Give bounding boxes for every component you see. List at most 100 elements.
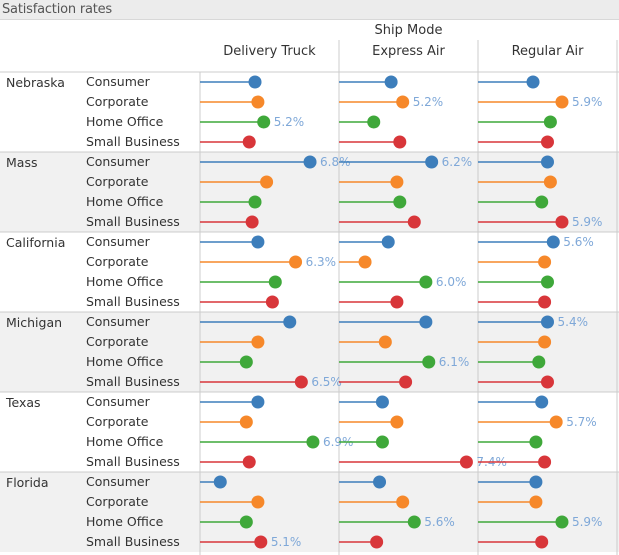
data-label-nebraska-delivery-truck-home-office: 5.2% bbox=[274, 115, 305, 129]
dot-mass-express-air-home-office bbox=[393, 195, 407, 209]
dot-michigan-delivery-truck-consumer bbox=[283, 315, 297, 329]
data-label-michigan-regular-air-consumer: 5.4% bbox=[558, 315, 589, 329]
dot-michigan-express-air-home-office bbox=[422, 355, 436, 369]
dot-texas-express-air-small-business bbox=[459, 455, 473, 469]
dot-nebraska-regular-air-small-business bbox=[541, 135, 554, 149]
dot-florida-delivery-truck-small-business bbox=[254, 535, 268, 549]
dot-michigan-regular-air-small-business bbox=[541, 375, 554, 389]
dot-florida-express-air-home-office bbox=[407, 515, 421, 529]
segment-label-small-business: Small Business bbox=[86, 374, 180, 389]
dot-michigan-express-air-small-business bbox=[399, 375, 413, 389]
dot-california-delivery-truck-small-business bbox=[265, 295, 279, 309]
segment-label-small-business: Small Business bbox=[86, 454, 180, 469]
dot-florida-express-air-consumer bbox=[373, 475, 387, 489]
dot-california-express-air-home-office bbox=[419, 275, 433, 289]
segment-label-corporate: Corporate bbox=[86, 254, 149, 269]
dot-mass-delivery-truck-small-business bbox=[245, 215, 259, 229]
dot-texas-regular-air-small-business bbox=[538, 455, 552, 469]
dot-michigan-regular-air-consumer bbox=[541, 315, 554, 329]
dot-florida-regular-air-corporate bbox=[529, 495, 543, 509]
dot-mass-delivery-truck-home-office bbox=[248, 195, 262, 209]
data-label-mass-express-air-consumer: 6.2% bbox=[442, 155, 473, 169]
dot-nebraska-delivery-truck-consumer bbox=[248, 75, 262, 89]
data-label-california-regular-air-consumer: 5.6% bbox=[563, 235, 594, 249]
dot-mass-express-air-corporate bbox=[390, 175, 404, 189]
segment-label-home-office: Home Office bbox=[86, 194, 164, 209]
chart-title: Satisfaction rates bbox=[2, 2, 113, 17]
dot-florida-delivery-truck-corporate bbox=[251, 495, 265, 509]
segment-label-home-office: Home Office bbox=[86, 274, 164, 289]
segment-label-corporate: Corporate bbox=[86, 414, 149, 429]
dot-nebraska-delivery-truck-small-business bbox=[242, 135, 256, 149]
state-label-nebraska: Nebraska bbox=[6, 75, 65, 90]
dot-michigan-express-air-corporate bbox=[378, 335, 392, 349]
dot-texas-express-air-home-office bbox=[375, 435, 389, 449]
dot-nebraska-express-air-corporate bbox=[396, 95, 410, 109]
segment-label-corporate: Corporate bbox=[86, 94, 149, 109]
dot-california-regular-air-home-office bbox=[541, 275, 554, 289]
dot-mass-express-air-small-business bbox=[407, 215, 421, 229]
dot-california-delivery-truck-consumer bbox=[251, 235, 265, 249]
dot-florida-delivery-truck-consumer bbox=[213, 475, 227, 489]
dot-california-delivery-truck-corporate bbox=[289, 255, 303, 269]
segment-label-small-business: Small Business bbox=[86, 294, 180, 309]
dot-mass-regular-air-corporate bbox=[543, 175, 557, 189]
column-header-delivery-truck: Delivery Truck bbox=[223, 44, 316, 59]
dot-nebraska-express-air-home-office bbox=[367, 115, 381, 129]
segment-label-home-office: Home Office bbox=[86, 434, 164, 449]
dot-michigan-regular-air-home-office bbox=[532, 355, 546, 369]
segment-label-consumer: Consumer bbox=[86, 234, 151, 249]
dot-michigan-delivery-truck-small-business bbox=[294, 375, 308, 389]
segment-label-home-office: Home Office bbox=[86, 354, 164, 369]
dot-mass-regular-air-consumer bbox=[541, 155, 554, 169]
dot-mass-delivery-truck-consumer bbox=[303, 155, 317, 169]
row-band bbox=[0, 472, 619, 552]
dot-texas-delivery-truck-corporate bbox=[239, 415, 253, 429]
segment-label-small-business: Small Business bbox=[86, 214, 180, 229]
dot-nebraska-regular-air-corporate bbox=[555, 95, 569, 109]
segment-label-corporate: Corporate bbox=[86, 494, 149, 509]
dot-texas-express-air-corporate bbox=[390, 415, 404, 429]
dot-nebraska-express-air-small-business bbox=[393, 135, 407, 149]
dot-nebraska-regular-air-home-office bbox=[543, 115, 557, 129]
dot-california-regular-air-corporate bbox=[538, 255, 552, 269]
segment-label-small-business: Small Business bbox=[86, 134, 180, 149]
data-label-california-express-air-home-office: 6.0% bbox=[436, 275, 467, 289]
dot-michigan-regular-air-corporate bbox=[538, 335, 552, 349]
data-label-michigan-delivery-truck-small-business: 6.5% bbox=[311, 375, 342, 389]
dot-mass-regular-air-home-office bbox=[535, 195, 549, 209]
dot-nebraska-delivery-truck-home-office bbox=[257, 115, 271, 129]
dot-texas-delivery-truck-home-office bbox=[306, 435, 320, 449]
segment-label-small-business: Small Business bbox=[86, 534, 180, 549]
dot-nebraska-express-air-consumer bbox=[384, 75, 398, 89]
dot-california-express-air-small-business bbox=[390, 295, 404, 309]
dot-california-express-air-corporate bbox=[358, 255, 372, 269]
row-band bbox=[0, 312, 619, 392]
dot-florida-regular-air-consumer bbox=[529, 475, 543, 489]
data-label-california-delivery-truck-corporate: 6.3% bbox=[306, 255, 337, 269]
dot-mass-express-air-consumer bbox=[425, 155, 439, 169]
data-label-nebraska-express-air-corporate: 5.2% bbox=[413, 95, 444, 109]
column-header-express-air: Express Air bbox=[372, 44, 445, 59]
state-label-mass: Mass bbox=[6, 155, 37, 170]
column-header-regular-air: Regular Air bbox=[511, 44, 584, 59]
dot-florida-express-air-corporate bbox=[396, 495, 410, 509]
segment-label-consumer: Consumer bbox=[86, 394, 151, 409]
ship-mode-header: Ship Mode bbox=[374, 23, 443, 38]
dot-michigan-delivery-truck-home-office bbox=[239, 355, 253, 369]
data-label-michigan-express-air-home-office: 6.1% bbox=[439, 355, 470, 369]
dot-texas-regular-air-home-office bbox=[529, 435, 543, 449]
dot-california-regular-air-small-business bbox=[538, 295, 552, 309]
data-label-mass-delivery-truck-consumer: 6.8% bbox=[320, 155, 351, 169]
state-label-texas: Texas bbox=[5, 395, 41, 410]
dot-florida-regular-air-home-office bbox=[555, 515, 569, 529]
dot-texas-delivery-truck-small-business bbox=[242, 455, 256, 469]
dot-mass-regular-air-small-business bbox=[555, 215, 569, 229]
segment-label-consumer: Consumer bbox=[86, 474, 151, 489]
data-label-florida-regular-air-home-office: 5.9% bbox=[572, 515, 603, 529]
dot-texas-delivery-truck-consumer bbox=[251, 395, 265, 409]
dot-california-regular-air-consumer bbox=[546, 235, 560, 249]
dot-michigan-delivery-truck-corporate bbox=[251, 335, 265, 349]
segment-label-consumer: Consumer bbox=[86, 154, 151, 169]
